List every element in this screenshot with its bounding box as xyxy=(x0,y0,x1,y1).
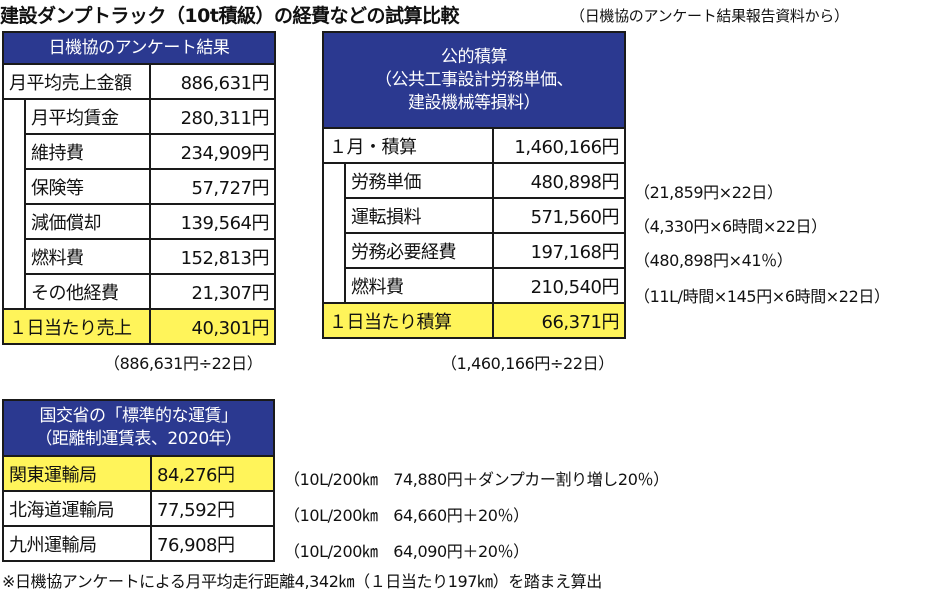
official-item-note: （21,859円×22日） xyxy=(634,183,783,202)
table-row: 労務単価 480,898円 xyxy=(322,162,627,199)
mlit-row-note: （10L/200㎞ 64,660円＋20％） xyxy=(284,506,529,525)
official-item-note: （4,330円×6時間×22日） xyxy=(634,217,827,236)
mlit-row-note: （10L/200㎞ 64,090円＋20％） xyxy=(284,542,529,561)
official-header-line: 公的積算 xyxy=(441,46,508,67)
mlit-row-label: 関東運輸局 xyxy=(2,455,152,492)
official-daily-label: １日当たり積算 xyxy=(322,302,494,339)
official-item-value: 571,560円 xyxy=(491,197,627,234)
official-total-label: １月・積算 xyxy=(322,127,494,164)
table-row: 維持費 234,909円 xyxy=(2,133,277,170)
survey-table: 日機協のアンケート結果 月平均売上金額 886,631円 月平均賃金 280,3… xyxy=(1,31,277,345)
table-row: １日当たり積算 66,371円 xyxy=(322,302,627,339)
survey-item-value: 57,727円 xyxy=(148,168,277,205)
survey-item-value: 280,311円 xyxy=(148,98,277,135)
survey-total-value: 886,631円 xyxy=(148,63,277,100)
mlit-header-line: 国交省の「標準的な運賃」 xyxy=(39,406,239,426)
official-item-value: 197,168円 xyxy=(491,232,627,269)
official-item-label: 労務必要経費 xyxy=(344,232,494,269)
survey-item-value: 152,813円 xyxy=(148,238,277,275)
table-row: 関東運輸局 84,276円 xyxy=(2,455,276,492)
official-header-line: 建設機械等損料） xyxy=(408,92,541,113)
table-row: 労務必要経費 197,168円 xyxy=(322,232,627,269)
official-item-label: 燃料費 xyxy=(344,267,494,304)
table-row: その他経費 21,307円 xyxy=(2,273,277,310)
official-daily-value: 66,371円 xyxy=(491,302,627,339)
official-total-value: 1,460,166円 xyxy=(491,127,627,164)
survey-note: （886,631円÷22日） xyxy=(104,354,263,373)
official-note: （1,460,166円÷22日） xyxy=(441,354,614,373)
mlit-header-line: （距離制運賃表、2020年） xyxy=(35,429,242,449)
official-header: 公的積算 （公共工事設計労務単価、 建設機械等損料） xyxy=(321,31,627,129)
survey-item-label: その他経費 xyxy=(24,273,151,310)
survey-item-value: 234,909円 xyxy=(148,133,277,170)
table-row: 保険等 57,727円 xyxy=(2,168,277,205)
official-item-note: （11L/時間×145円×6時間×22日） xyxy=(634,287,890,306)
survey-total-label: 月平均売上金額 xyxy=(2,63,151,100)
survey-daily-label: １日当たり売上 xyxy=(2,308,151,345)
survey-item-label: 月平均賃金 xyxy=(24,98,151,135)
mlit-row-value: 84,276円 xyxy=(149,455,276,492)
source-note: （日機協のアンケート結果報告資料から） xyxy=(570,7,849,25)
survey-item-label: 維持費 xyxy=(24,133,151,170)
mlit-row-label: 北海道運輸局 xyxy=(2,490,152,527)
survey-header: 日機協のアンケート結果 xyxy=(1,31,277,65)
mlit-header: 国交省の「標準的な運賃」 （距離制運賃表、2020年） xyxy=(1,399,276,457)
official-table: 公的積算 （公共工事設計労務単価、 建設機械等損料） １月・積算 1,460,1… xyxy=(321,31,627,339)
table-row: 九州運輸局 76,908円 xyxy=(2,525,276,562)
official-item-label: 労務単価 xyxy=(344,162,494,199)
table-row: 燃料費 210,540円 xyxy=(322,267,627,304)
table-row: 運転損料 571,560円 xyxy=(322,197,627,234)
survey-item-value: 139,564円 xyxy=(148,203,277,240)
official-item-note: （480,898円×41％） xyxy=(634,251,793,270)
footnote: ※日機協アンケートによる月平均走行距離4,342㎞（１日当たり197㎞）を踏まえ… xyxy=(2,572,602,591)
table-row: 月平均売上金額 886,631円 xyxy=(2,63,277,100)
page-title: 建設ダンプトラック（10t積級）の経費などの試算比較 xyxy=(0,5,459,27)
mlit-row-value: 77,592円 xyxy=(149,490,276,527)
mlit-row-value: 76,908円 xyxy=(149,525,276,562)
official-item-value: 480,898円 xyxy=(491,162,627,199)
survey-item-label: 減価償却 xyxy=(24,203,151,240)
survey-item-label: 燃料費 xyxy=(24,238,151,275)
table-row: １日当たり売上 40,301円 xyxy=(2,308,277,345)
survey-daily-value: 40,301円 xyxy=(148,308,277,345)
mlit-row-note: （10L/200㎞ 74,880円＋ダンプカー割り増し20％） xyxy=(284,470,669,489)
official-item-label: 運転損料 xyxy=(344,197,494,234)
mlit-table: 国交省の「標準的な運賃」 （距離制運賃表、2020年） 関東運輸局 84,276… xyxy=(1,399,276,562)
table-row: 月平均賃金 280,311円 xyxy=(2,98,277,135)
mlit-row-label: 九州運輸局 xyxy=(2,525,152,562)
official-item-value: 210,540円 xyxy=(491,267,627,304)
table-row: １月・積算 1,460,166円 xyxy=(322,127,627,164)
table-row: 減価償却 139,564円 xyxy=(2,203,277,240)
survey-item-value: 21,307円 xyxy=(148,273,277,310)
table-row: 北海道運輸局 77,592円 xyxy=(2,490,276,527)
official-header-line: （公共工事設計労務単価、 xyxy=(375,69,574,90)
survey-item-label: 保険等 xyxy=(24,168,151,205)
table-row: 燃料費 152,813円 xyxy=(2,238,277,275)
